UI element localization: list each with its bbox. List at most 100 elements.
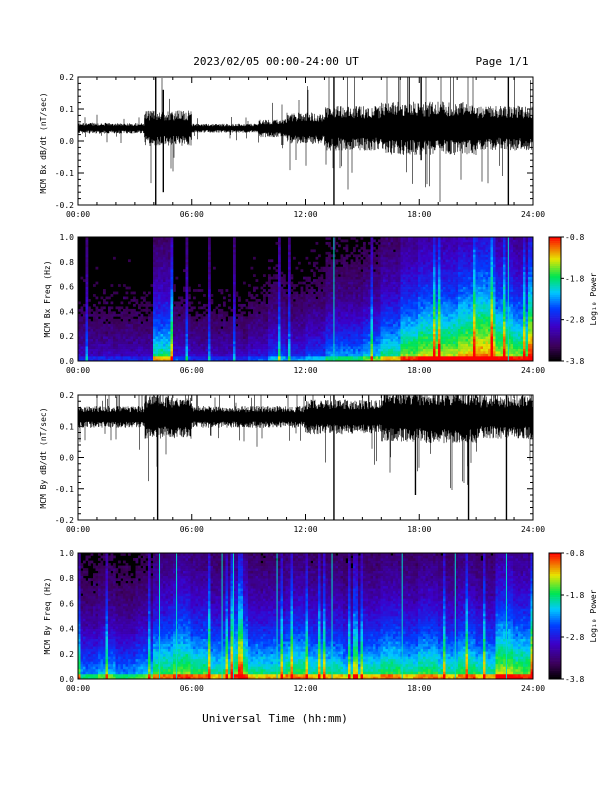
spectrogram-cell <box>143 341 146 344</box>
spectrogram-cell <box>423 326 426 329</box>
spectrogram-cell <box>308 262 311 265</box>
spectrogram-cell <box>188 294 191 297</box>
spectrogram-cell <box>298 329 301 332</box>
spectrogram-cell <box>248 329 251 332</box>
spectrogram-cell <box>263 326 266 329</box>
spectrogram-cell <box>416 324 419 327</box>
spectrogram-cell <box>313 306 316 309</box>
spectrogram-cell <box>163 239 166 242</box>
spectrogram-cell <box>363 282 366 285</box>
spectrogram-cell <box>166 356 169 359</box>
spectrogram-cell <box>426 284 429 287</box>
spectrogram-cell <box>356 299 359 302</box>
spectrogram-cell <box>291 344 294 347</box>
spectrogram-cell <box>168 282 171 285</box>
spectrogram-cell <box>233 292 236 295</box>
spectrogram-cell <box>321 354 324 357</box>
spectrogram-cell <box>388 304 391 307</box>
spectrogram-cell <box>171 292 174 295</box>
spectrogram-cell <box>108 326 111 329</box>
spectrogram-cell <box>243 311 246 314</box>
spectrogram-cell <box>256 349 259 352</box>
spectrogram-cell <box>388 269 391 272</box>
spectrogram-cell <box>381 277 384 280</box>
spectrogram-cell <box>403 356 406 359</box>
spectrogram-cell <box>208 274 211 277</box>
spectrogram-cell <box>356 257 359 260</box>
xtick-label: 00:00 <box>66 366 90 375</box>
spectrogram-cell <box>398 354 401 357</box>
spectrogram-cell <box>156 321 159 324</box>
spectrogram-cell <box>283 306 286 309</box>
spectrogram-cell <box>371 331 374 334</box>
spectrogram-cell <box>176 346 179 349</box>
spectrogram-cell <box>251 329 254 332</box>
spectrogram-cell <box>98 314 101 317</box>
spectrogram-cell <box>341 287 344 290</box>
spectrogram-cell <box>301 354 304 357</box>
spectrogram-cell <box>318 269 321 272</box>
spectrogram-cell <box>371 299 374 302</box>
spectrogram-cell <box>153 252 156 255</box>
spectrogram-cell <box>153 309 156 312</box>
spectrogram-cell <box>423 244 426 247</box>
spectrogram-cell <box>198 284 201 287</box>
spectrogram-cell <box>346 272 349 275</box>
spectrogram-cell <box>293 354 296 357</box>
spectrogram-cell <box>211 354 214 357</box>
spectrogram-cell <box>153 262 156 265</box>
spectrogram-cell <box>373 299 376 302</box>
spectrogram-cell <box>93 354 96 357</box>
spectrogram-cell <box>288 282 291 285</box>
spectrogram-cell <box>301 321 304 324</box>
spectrogram-cell <box>368 351 371 354</box>
spectrogram-cell <box>393 244 396 247</box>
spectrogram-cell <box>351 351 354 354</box>
spectrogram-cell <box>418 252 421 255</box>
spectrogram-cell <box>383 267 386 270</box>
spectrogram-cell <box>331 304 334 307</box>
spectrogram-cell <box>423 294 426 297</box>
spectrogram-cell <box>416 334 419 337</box>
spectrogram-cell <box>251 334 254 337</box>
spectrogram-cell <box>261 356 264 359</box>
spectrogram-cell <box>353 254 356 257</box>
spectrogram-cell <box>326 277 329 280</box>
spectrogram-cell <box>113 292 116 295</box>
spectrogram-cell <box>271 316 274 319</box>
spectrogram-cell <box>171 324 174 327</box>
spectrogram-cell <box>368 339 371 342</box>
spectrogram-cell <box>206 351 209 354</box>
spectrogram-cell <box>361 297 364 300</box>
spectrogram-cell <box>376 284 379 287</box>
spectrogram-cell <box>368 309 371 312</box>
spectrogram-cell <box>208 341 211 344</box>
spectrogram-cell <box>316 319 319 322</box>
spectrogram-cell <box>381 259 384 262</box>
spectrogram-cell <box>193 334 196 337</box>
spectrogram-cell <box>326 331 329 334</box>
spectrogram-cell <box>148 319 151 322</box>
spectrogram-cell <box>408 272 411 275</box>
spectrogram-cell <box>351 309 354 312</box>
spectrogram-cell <box>193 344 196 347</box>
spectrogram-cell <box>151 341 154 344</box>
spectrogram-cell <box>376 349 379 352</box>
spectrogram-cell <box>166 249 169 252</box>
spectrogram-cell <box>113 326 116 329</box>
spectrogram-cell <box>381 319 384 322</box>
spectrogram-cell <box>398 242 401 245</box>
spectrogram-cell <box>153 304 156 307</box>
spectrogram-cell <box>116 356 119 359</box>
spectrogram-cell <box>378 316 381 319</box>
spectrogram-cell <box>328 341 331 344</box>
spectrogram-cell <box>358 354 361 357</box>
spectrogram-cell <box>406 316 409 319</box>
spectrogram-cell <box>326 319 329 322</box>
spectrogram-cell <box>406 264 409 267</box>
spectrogram-cell <box>111 336 114 339</box>
spectrogram-cell <box>366 326 369 329</box>
spectrogram-cell <box>126 287 129 290</box>
spectrogram-cell <box>141 344 144 347</box>
spectrogram-cell <box>146 309 149 312</box>
